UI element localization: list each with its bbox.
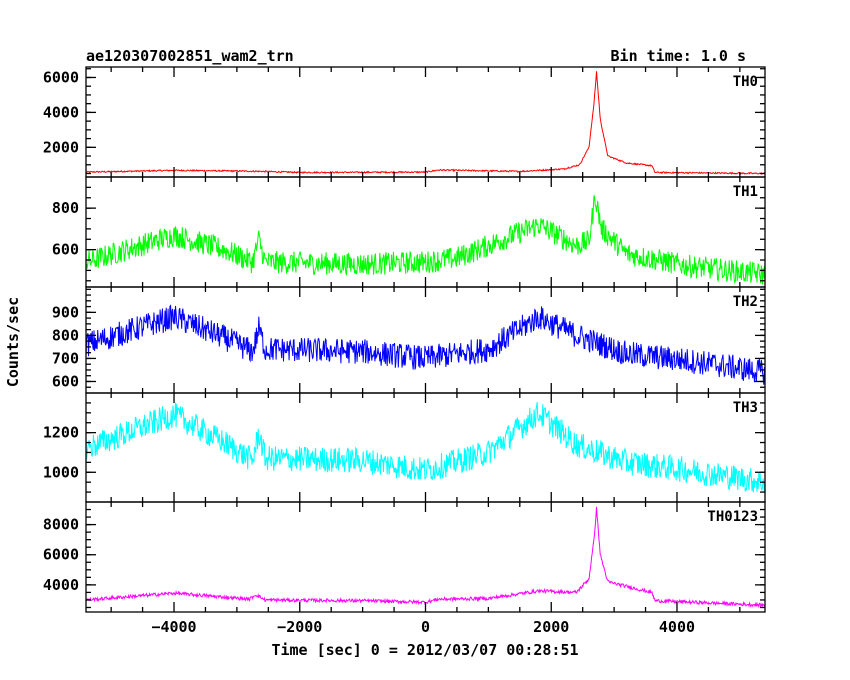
x-tick-label: 0 bbox=[421, 618, 430, 636]
y-tick-label: 600 bbox=[52, 372, 79, 390]
panel-frame bbox=[85, 286, 766, 394]
series-line-th3 bbox=[86, 402, 765, 493]
series-line-th0 bbox=[86, 71, 765, 176]
series-line-th1 bbox=[86, 195, 765, 285]
panel-frame bbox=[85, 66, 766, 178]
y-tick-label: 2000 bbox=[43, 138, 79, 156]
panel-label-th0: TH0 bbox=[733, 74, 758, 90]
y-tick-label: 6000 bbox=[43, 68, 79, 86]
chart-title: ae120307002851_wam2_trn bbox=[86, 47, 294, 65]
panel-frame bbox=[85, 392, 766, 503]
y-tick-label: 1000 bbox=[43, 463, 79, 481]
y-tick-label: 4000 bbox=[43, 103, 79, 121]
series-line-th0123 bbox=[86, 506, 765, 609]
y-tick-label: 4000 bbox=[43, 576, 79, 594]
panels: 2000 4000 6000 TH0 600 800 TH1 600 700 800 900 TH2 1… bbox=[43, 66, 766, 636]
y-tick-label: 600 bbox=[52, 241, 79, 259]
y-axis-label: Counts/sec bbox=[4, 297, 22, 387]
x-tick-label: 4000 bbox=[659, 618, 695, 636]
bin-time-label: Bin time: 1.0 s bbox=[611, 47, 746, 65]
y-tick-label: 900 bbox=[52, 303, 79, 321]
x-tick-label: −4000 bbox=[151, 618, 196, 636]
series-line-th2 bbox=[86, 304, 765, 385]
panel-label-th1: TH1 bbox=[733, 184, 758, 200]
panel-th3: 1000 1200 TH3 bbox=[43, 392, 766, 503]
panel-th2: 600 700 800 900 TH2 bbox=[52, 286, 766, 394]
panel-label-th3: TH3 bbox=[733, 400, 758, 416]
y-tick-label: 6000 bbox=[43, 546, 79, 564]
panel-th1: 600 800 TH1 bbox=[52, 176, 766, 288]
x-axis-label: Time [sec] 0 = 2012/03/07 00:28:51 bbox=[271, 641, 578, 659]
x-tick-label: 2000 bbox=[533, 618, 569, 636]
y-tick-label: 800 bbox=[52, 199, 79, 217]
panel-th0: 2000 4000 6000 TH0 bbox=[43, 66, 766, 178]
panel-frame bbox=[85, 501, 766, 613]
y-tick-label: 1200 bbox=[43, 424, 79, 442]
y-tick-label: 800 bbox=[52, 326, 79, 344]
panel-th0123: 4000 6000 8000 TH0123 bbox=[43, 501, 766, 613]
panel-label-th0123: TH0123 bbox=[707, 509, 758, 525]
x-tick-label: −2000 bbox=[277, 618, 322, 636]
y-tick-label: 700 bbox=[52, 349, 79, 367]
y-tick-label: 8000 bbox=[43, 516, 79, 534]
panel-label-th2: TH2 bbox=[733, 294, 758, 310]
panel-frame bbox=[85, 176, 766, 288]
